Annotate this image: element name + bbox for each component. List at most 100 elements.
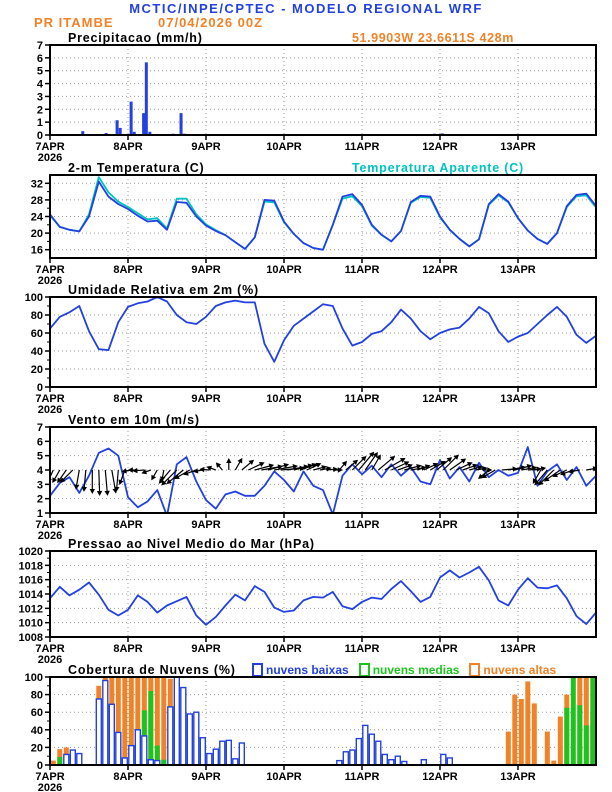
svg-text:1012: 1012 (19, 603, 43, 615)
station-name: PR ITAMBE (34, 15, 114, 30)
svg-text:8APR: 8APR (113, 141, 142, 153)
svg-text:10APR: 10APR (266, 519, 302, 531)
svg-text:8APR: 8APR (113, 393, 142, 405)
svg-text:10APR: 10APR (266, 643, 302, 655)
svg-text:4: 4 (37, 79, 44, 91)
svg-text:10APR: 10APR (266, 141, 302, 153)
svg-text:20: 20 (31, 742, 43, 754)
svg-text:13APR: 13APR (500, 771, 536, 783)
svg-text:40: 40 (31, 725, 43, 737)
page-title: MCTIC/INPE/CPTEC - MODELO REGIONAL WRF (129, 1, 483, 16)
svg-text:80: 80 (31, 310, 43, 322)
svg-text:2026: 2026 (38, 275, 62, 287)
svg-text:4: 4 (37, 465, 44, 477)
chart-clouds: 0 20 40 60 80 100 7APR 8APR 9APR 10APR 11APR 12APR 1… (25, 672, 597, 792)
chart-title-wind: Vento em 10m (m/s) (68, 413, 200, 427)
svg-text:11APR: 11APR (345, 393, 380, 405)
svg-text:2026: 2026 (38, 782, 62, 792)
svg-text:1010: 1010 (19, 618, 43, 630)
svg-text:13APR: 13APR (500, 264, 536, 276)
chart-temp: 16 20 24 28 32 7APR 8APR 9APR 10APR 11APR 12APR 13A… (31, 174, 597, 287)
svg-text:9APR: 9APR (191, 519, 220, 531)
chart-title-temperature: 2-m Temperatura (C) (68, 161, 205, 175)
svg-text:60: 60 (31, 707, 43, 719)
svg-text:2: 2 (37, 104, 43, 116)
chart-wind: 1 2 3 4 5 6 7 7APR 8APR 9APR 10APR 11APR 12APR 13APR 2… (35, 422, 597, 542)
chart-title-humidity: Umidade Relativa em 2m (%) (68, 283, 259, 297)
svg-text:40: 40 (31, 346, 43, 358)
svg-text:7APR: 7APR (35, 141, 64, 153)
svg-text:1014: 1014 (19, 589, 44, 601)
svg-text:0: 0 (37, 382, 43, 394)
svg-text:13APR: 13APR (500, 141, 536, 153)
svg-text:28: 28 (31, 195, 43, 207)
chart-pres: 1008 1010 1012 1014 1016 1018 1020 7APR 8APR 9APR… (19, 546, 597, 666)
svg-text:24: 24 (31, 212, 44, 224)
run-datetime: 07/04/2026 00Z (158, 15, 264, 30)
svg-text:2: 2 (37, 494, 43, 506)
svg-text:12APR: 12APR (422, 264, 458, 276)
svg-text:80: 80 (31, 690, 43, 702)
svg-text:100: 100 (25, 292, 43, 304)
svg-text:13APR: 13APR (500, 519, 536, 531)
svg-text:60: 60 (31, 328, 43, 340)
svg-text:16: 16 (31, 245, 43, 257)
svg-text:12APR: 12APR (422, 141, 458, 153)
svg-text:1: 1 (37, 117, 43, 129)
svg-text:0: 0 (37, 130, 43, 142)
svg-text:11APR: 11APR (345, 264, 380, 276)
svg-text:9APR: 9APR (191, 264, 220, 276)
svg-text:2026: 2026 (38, 152, 62, 164)
svg-text:10APR: 10APR (266, 771, 302, 783)
svg-text:11APR: 11APR (345, 643, 380, 655)
svg-text:1008: 1008 (19, 632, 43, 644)
svg-text:13APR: 13APR (500, 393, 536, 405)
svg-text:0: 0 (37, 760, 43, 772)
svg-text:1: 1 (37, 508, 43, 520)
legend-label-mid-clouds: nuvens medias (372, 663, 460, 677)
svg-text:7APR: 7APR (35, 264, 64, 276)
svg-text:8APR: 8APR (113, 643, 142, 655)
svg-text:100: 100 (25, 672, 43, 684)
svg-text:9APR: 9APR (191, 141, 220, 153)
station-coordinates: 51.9903W 23.6611S 428m (352, 31, 514, 45)
svg-text:7: 7 (37, 422, 43, 434)
svg-text:3: 3 (37, 479, 43, 491)
svg-text:12APR: 12APR (422, 393, 458, 405)
legend-label-high-clouds: nuvens altas (483, 663, 557, 677)
svg-text:1018: 1018 (19, 560, 43, 572)
svg-text:8APR: 8APR (113, 519, 142, 531)
svg-text:6: 6 (37, 53, 43, 65)
svg-text:7: 7 (37, 40, 43, 52)
svg-text:7APR: 7APR (35, 393, 64, 405)
svg-text:10APR: 10APR (266, 393, 302, 405)
svg-text:2026: 2026 (38, 404, 62, 416)
svg-text:12APR: 12APR (422, 643, 458, 655)
svg-text:10APR: 10APR (266, 264, 302, 276)
svg-text:12APR: 12APR (422, 771, 458, 783)
svg-text:5: 5 (37, 451, 43, 463)
svg-text:7APR: 7APR (35, 519, 64, 531)
svg-text:2026: 2026 (38, 530, 62, 542)
svg-text:3: 3 (37, 91, 43, 103)
svg-text:1020: 1020 (19, 546, 43, 558)
svg-text:8APR: 8APR (113, 771, 142, 783)
chart-title-pressure: Pressao ao Nivel Medio do Mar (hPa) (68, 537, 315, 551)
svg-text:7APR: 7APR (35, 643, 64, 655)
legend-label-low-clouds: nuvens baixas (266, 663, 349, 677)
svg-text:20: 20 (31, 228, 43, 240)
svg-text:13APR: 13APR (500, 643, 536, 655)
svg-text:11APR: 11APR (345, 519, 380, 531)
chart-title-clouds: Cobertura de Nuvens (%) (68, 663, 236, 677)
svg-text:8APR: 8APR (113, 264, 142, 276)
svg-text:7APR: 7APR (35, 771, 64, 783)
svg-text:9APR: 9APR (191, 771, 220, 783)
svg-text:9APR: 9APR (191, 393, 220, 405)
svg-text:32: 32 (31, 178, 43, 190)
chart-rh: 0 20 40 60 80 100 7APR 8APR 9APR 10APR 11APR 12APR 1… (25, 292, 597, 416)
svg-text:2026: 2026 (38, 654, 62, 666)
chart-title-apparent-temperature: Temperatura Aparente (C) (352, 161, 525, 175)
